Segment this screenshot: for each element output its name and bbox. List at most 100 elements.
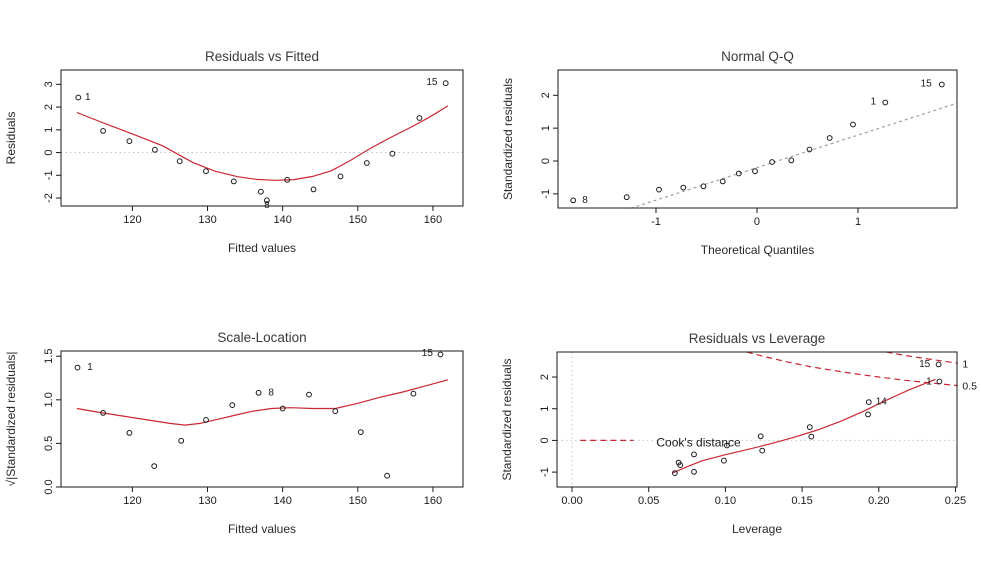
y-axis-title: Standardized residuals <box>500 358 514 480</box>
data-point <box>74 364 81 371</box>
y-tick-label: 2 <box>540 92 552 98</box>
data-point <box>203 168 209 175</box>
data-point <box>671 470 678 477</box>
data-point <box>623 194 630 201</box>
y-tick-label: -1 <box>539 467 551 477</box>
x-tick-label: 160 <box>424 214 442 226</box>
y-tick-label: 0 <box>540 158 552 164</box>
data-point <box>752 168 758 175</box>
point-label: 15 <box>426 77 438 88</box>
data-point <box>389 150 396 157</box>
x-tick-label: 140 <box>273 214 291 226</box>
y-tick-label: 0.0 <box>43 479 55 494</box>
y-tick-label: 3 <box>43 81 55 87</box>
data-point <box>100 128 106 134</box>
data-point <box>788 157 795 164</box>
panel-residuals-vs-fitted: 120 130 140 150 160 -2 -1 0 1 2 3 1 8 15 Residuals vs … <box>4 49 464 255</box>
loess-smooth <box>76 379 449 426</box>
data-point <box>310 186 317 193</box>
y-tick-label: -1 <box>43 170 55 180</box>
data-point <box>691 468 697 475</box>
x-tick-label: 140 <box>273 495 291 507</box>
panel-normal-q-q: -1 0 1 -1 0 1 2 8 1 15 Normal Q-Q Theoretical Quant… <box>501 49 958 257</box>
data-point <box>337 173 344 180</box>
x-tick-label: 0.20 <box>868 495 889 507</box>
data-point <box>865 399 872 406</box>
y-axis-title: √|Standardized residuals| <box>4 352 18 487</box>
data-point <box>938 81 945 88</box>
data-point <box>769 159 775 165</box>
data-point <box>680 184 687 191</box>
data-point <box>284 176 291 183</box>
data-point <box>126 430 133 436</box>
data-point <box>806 146 813 153</box>
x-tick-label: 120 <box>123 495 141 507</box>
y-tick-label: -2 <box>43 193 55 203</box>
data-point <box>759 447 766 454</box>
point-label: 1 <box>926 377 932 388</box>
data-point <box>677 462 684 469</box>
x-axis-title: Fitted values <box>228 522 296 536</box>
data-point <box>865 411 871 418</box>
y-tick-label: 0.5 <box>43 436 55 451</box>
data-point <box>437 351 444 358</box>
data-point <box>935 361 942 368</box>
x-tick-label: 0.25 <box>945 495 966 507</box>
data-point <box>229 402 236 409</box>
x-tick-label: 0.10 <box>715 495 736 507</box>
data-point <box>384 472 391 479</box>
data-point <box>691 451 697 458</box>
annotation-cook-s-distance: Cook's distance <box>656 436 741 450</box>
data-point <box>826 135 833 141</box>
panel-title: Scale-Location <box>217 330 306 345</box>
data-point <box>808 433 815 440</box>
x-tick-label: 0.15 <box>791 495 812 507</box>
annotation-0-5: 0.5 <box>962 381 977 393</box>
x-tick-label: -1 <box>651 216 661 228</box>
point-label: 15 <box>921 78 933 89</box>
data-point <box>656 186 662 193</box>
data-point <box>258 188 264 195</box>
x-tick-label: 150 <box>349 495 367 507</box>
x-tick-label: 120 <box>123 214 141 226</box>
y-tick-label: -1 <box>540 189 552 199</box>
data-point <box>719 178 726 185</box>
data-point <box>700 183 707 190</box>
data-point <box>306 391 312 398</box>
plot-box <box>60 69 464 207</box>
data-point <box>570 197 577 204</box>
point-label: 1 <box>85 92 91 103</box>
data-point <box>279 405 286 412</box>
qq-line <box>630 102 958 209</box>
data-point <box>724 442 730 449</box>
data-point <box>176 158 183 165</box>
point-label: 15 <box>919 359 931 370</box>
x-tick-label: 160 <box>424 495 442 507</box>
x-tick-label: 0.00 <box>561 495 582 507</box>
panel-title: Normal Q-Q <box>721 49 794 64</box>
data-point <box>757 433 764 440</box>
point-label: 1 <box>87 362 93 373</box>
x-tick-label: 130 <box>198 495 216 507</box>
x-tick-label: 0 <box>754 216 760 228</box>
y-tick-label: 1 <box>540 125 552 131</box>
data-point <box>178 437 185 444</box>
y-tick-label: 0 <box>43 150 55 156</box>
data-point <box>442 80 449 87</box>
x-tick-label: 130 <box>198 214 216 226</box>
y-tick-label: 1 <box>43 127 55 133</box>
data-point <box>806 424 813 431</box>
y-tick-label: 1.0 <box>43 392 55 407</box>
point-label: 14 <box>876 397 888 408</box>
data-point <box>410 390 417 397</box>
plot-box <box>60 350 464 488</box>
data-point <box>735 170 742 177</box>
panel-residuals-vs-leverage: 0.00 0.05 0.10 0.15 0.20 0.25 -1 0 1 2 14 15 1 Cook's… <box>500 331 977 536</box>
data-point <box>721 457 727 464</box>
x-axis-title: Theoretical Quantiles <box>701 243 814 257</box>
y-tick-label: 2 <box>539 374 551 380</box>
data-point <box>882 99 889 106</box>
cook-contour-1 <box>886 351 958 364</box>
data-point <box>203 417 209 423</box>
